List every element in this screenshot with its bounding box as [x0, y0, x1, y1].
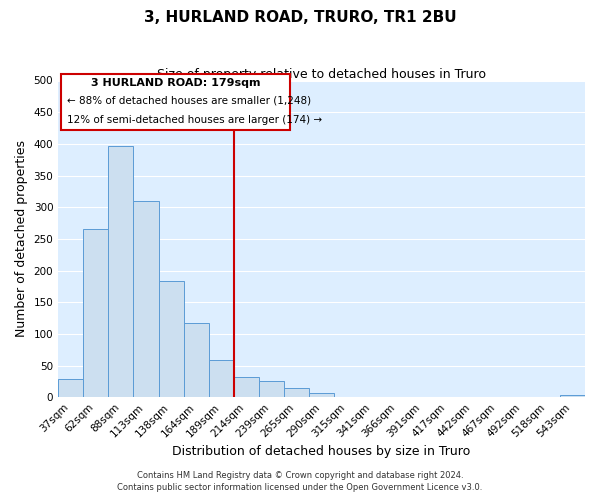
Bar [58, 379, 83, 397]
Bar [284, 388, 309, 397]
Bar [309, 393, 334, 397]
Bar [83, 230, 109, 397]
Text: 12% of semi-detached houses are larger (174) →: 12% of semi-detached houses are larger (… [67, 114, 322, 124]
Text: Contains HM Land Registry data © Crown copyright and database right 2024.
Contai: Contains HM Land Registry data © Crown c… [118, 471, 482, 492]
Title: Size of property relative to detached houses in Truro: Size of property relative to detached ho… [157, 68, 486, 80]
Bar [109, 146, 133, 397]
Bar [560, 396, 585, 397]
X-axis label: Distribution of detached houses by size in Truro: Distribution of detached houses by size … [172, 444, 471, 458]
Bar [234, 377, 259, 397]
Bar [209, 360, 234, 397]
Bar [158, 282, 184, 397]
Text: ← 88% of detached houses are smaller (1,248): ← 88% of detached houses are smaller (1,… [67, 96, 311, 106]
Text: 3, HURLAND ROAD, TRURO, TR1 2BU: 3, HURLAND ROAD, TRURO, TR1 2BU [143, 10, 457, 25]
Y-axis label: Number of detached properties: Number of detached properties [15, 140, 28, 338]
FancyBboxPatch shape [61, 74, 290, 130]
Bar [184, 323, 209, 397]
Text: 3 HURLAND ROAD: 179sqm: 3 HURLAND ROAD: 179sqm [91, 78, 260, 88]
Bar [259, 382, 284, 397]
Bar [133, 202, 158, 397]
